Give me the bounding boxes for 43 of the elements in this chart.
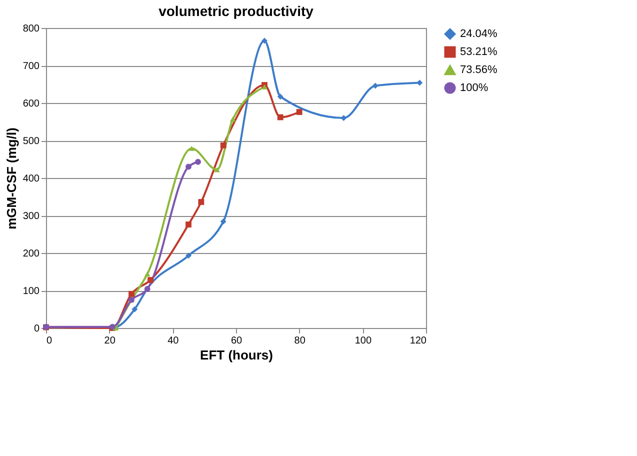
point [144, 271, 150, 277]
point [372, 82, 378, 89]
y-tick-label: 800 [22, 24, 40, 34]
x-tick-label: 0 [46, 336, 52, 346]
x-tick-label: 40 [168, 336, 180, 346]
point [186, 222, 192, 228]
y-tick-label: 300 [22, 211, 40, 222]
point [340, 115, 347, 121]
point [198, 199, 204, 205]
y-tick-label: 400 [22, 174, 40, 184]
point [220, 218, 226, 224]
point [188, 146, 195, 151]
point [128, 290, 134, 297]
point [132, 306, 138, 312]
x-axis-title: EFT (hours) [200, 348, 273, 362]
x-tick-label: 100 [354, 336, 372, 346]
legend-label: 53.21% [460, 46, 498, 58]
x-tick-label: 20 [104, 336, 116, 346]
y-tick-label: 600 [22, 98, 40, 110]
chart-title: volumetric productivity [158, 3, 314, 19]
point [296, 109, 302, 115]
x-tick-label: 60 [230, 336, 242, 346]
point [262, 38, 268, 44]
x-tick-label: 80 [294, 336, 306, 346]
y-tick-label: 200 [22, 248, 40, 260]
y-axis-title: mGM-CSF (mg/l) [4, 128, 19, 230]
point [220, 142, 226, 148]
y-tick-label: 700 [22, 61, 40, 72]
point [186, 252, 192, 259]
y-tick-label: 0 [34, 324, 40, 334]
point [195, 158, 201, 165]
legend-label: 73.56% [460, 64, 498, 76]
point [186, 164, 192, 170]
legend-label: 24.04% [460, 28, 498, 40]
point [277, 94, 284, 100]
point [214, 167, 220, 172]
point [148, 277, 154, 283]
point [230, 116, 236, 122]
point [277, 114, 284, 120]
legend-label: 100% [460, 82, 488, 94]
y-tick-label: 500 [22, 136, 40, 147]
x-tick-label: 120 [410, 336, 427, 346]
y-tick-label: 100 [22, 286, 40, 297]
